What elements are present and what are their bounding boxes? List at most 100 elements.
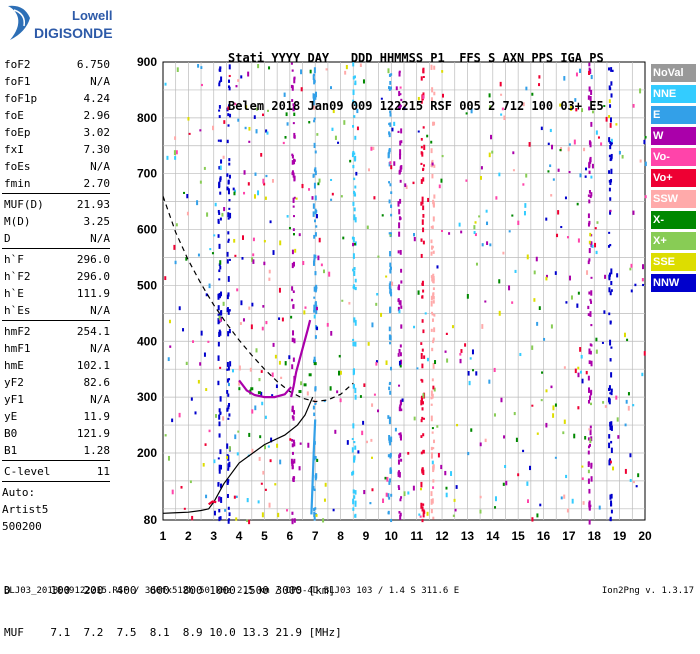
- noise-speck: [227, 217, 230, 220]
- echo-trace: [208, 500, 217, 506]
- noise-speck: [536, 432, 539, 435]
- noise-speck: [262, 305, 265, 308]
- noise-speck: [440, 178, 443, 183]
- noise-speck: [430, 245, 433, 250]
- noise-speck: [608, 398, 611, 405]
- noise-speck: [432, 479, 435, 483]
- noise-speck: [275, 384, 278, 389]
- noise-speck: [314, 456, 317, 460]
- noise-speck: [616, 417, 619, 422]
- noise-speck: [557, 168, 560, 172]
- noise-speck: [224, 509, 227, 512]
- noise-speck: [579, 347, 582, 352]
- noise-speck: [217, 293, 220, 297]
- noise-speck: [389, 251, 392, 257]
- noise-speck: [219, 66, 222, 72]
- noise-speck: [597, 136, 600, 139]
- param-row: C-level 11: [2, 463, 110, 480]
- noise-speck: [420, 353, 423, 359]
- noise-speck: [217, 482, 220, 485]
- noise-speck: [588, 62, 591, 67]
- noise-speck: [199, 180, 202, 184]
- noise-speck: [253, 194, 256, 199]
- noise-speck: [217, 139, 220, 142]
- noise-speck: [398, 406, 401, 412]
- noise-speck: [420, 151, 423, 155]
- noise-speck: [610, 81, 613, 86]
- noise-speck: [610, 421, 613, 426]
- noise-speck: [533, 298, 536, 302]
- noise-speck: [245, 105, 248, 110]
- noise-speck: [352, 150, 355, 156]
- noise-speck: [591, 163, 594, 169]
- noise-speck: [217, 355, 220, 361]
- noise-speck: [432, 287, 435, 291]
- noise-speck: [528, 142, 531, 147]
- noise-speck: [227, 188, 230, 195]
- x-tick-label: 4: [236, 529, 243, 543]
- noise-speck: [389, 341, 392, 345]
- noise-speck: [610, 425, 613, 431]
- noise-speck: [589, 311, 592, 317]
- noise-speck: [231, 369, 234, 373]
- noise-speck: [522, 183, 525, 186]
- noise-speck: [228, 413, 231, 417]
- noise-speck: [236, 288, 239, 292]
- noise-speck: [226, 361, 229, 367]
- noise-speck: [632, 103, 635, 108]
- noise-speck: [371, 488, 374, 492]
- noise-speck: [389, 287, 392, 293]
- noise-speck: [249, 367, 252, 372]
- param-value: N/A: [90, 75, 110, 88]
- noise-speck: [388, 232, 391, 235]
- noise-speck: [215, 414, 218, 418]
- header-block: Stati YYYY DAY DDD HHMMSS P1 FFS S AXN P…: [228, 18, 604, 130]
- noise-speck: [641, 372, 644, 377]
- noise-speck: [314, 232, 317, 237]
- noise-speck: [430, 396, 433, 400]
- legend-item: SSE: [651, 253, 696, 271]
- echo-point: [308, 373, 312, 377]
- noise-speck: [604, 274, 607, 279]
- y-tick-label: 200: [137, 446, 157, 460]
- noise-speck: [577, 291, 580, 295]
- noise-speck: [167, 357, 170, 362]
- noise-speck: [550, 324, 553, 329]
- noise-speck: [407, 491, 410, 495]
- noise-speck: [214, 202, 217, 207]
- header-line-1: Stati YYYY DAY DDD HHMMSS P1 FFS S AXN P…: [228, 51, 604, 65]
- param-name: C-level: [4, 465, 51, 478]
- noise-speck: [315, 225, 318, 228]
- noise-speck: [219, 176, 222, 181]
- noise-speck: [284, 136, 287, 139]
- noise-speck: [610, 138, 613, 143]
- noise-speck: [393, 161, 396, 166]
- noise-speck: [629, 267, 632, 271]
- noise-speck: [397, 485, 400, 488]
- noise-speck: [464, 343, 467, 347]
- noise-speck: [263, 182, 266, 186]
- noise-speck: [353, 284, 356, 289]
- noise-speck: [608, 187, 611, 192]
- noise-speck: [609, 516, 612, 522]
- noise-speck: [541, 371, 544, 374]
- noise-speck: [608, 272, 611, 277]
- noise-speck: [238, 381, 241, 386]
- noise-speck: [554, 456, 557, 459]
- noise-speck: [610, 281, 613, 285]
- noise-speck: [218, 313, 221, 317]
- param-value: 296.0: [76, 270, 110, 283]
- noise-speck: [590, 276, 593, 279]
- noise-speck: [547, 170, 550, 173]
- noise-speck: [291, 69, 294, 72]
- noise-speck: [630, 263, 633, 268]
- noise-speck: [587, 375, 590, 381]
- param-row: B1 1.28: [2, 442, 110, 459]
- noise-speck: [426, 134, 429, 138]
- noise-speck: [588, 387, 591, 393]
- noise-speck: [291, 337, 294, 343]
- noise-speck: [389, 306, 392, 313]
- noise-speck: [430, 446, 433, 451]
- noise-speck: [251, 302, 254, 307]
- noise-speck: [422, 126, 425, 129]
